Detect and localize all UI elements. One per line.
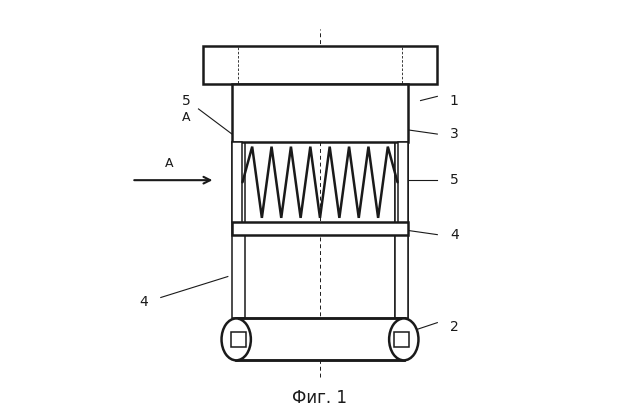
Bar xyxy=(396,142,408,318)
Bar xyxy=(396,142,408,318)
Text: А: А xyxy=(182,111,190,124)
Bar xyxy=(232,142,244,318)
Text: Фиг. 1: Фиг. 1 xyxy=(292,389,348,407)
Text: 5: 5 xyxy=(450,173,459,187)
Text: 2: 2 xyxy=(450,320,459,334)
Bar xyxy=(232,142,243,222)
Bar xyxy=(231,332,246,347)
Text: 4: 4 xyxy=(450,228,459,242)
Text: А: А xyxy=(165,157,173,170)
Bar xyxy=(394,332,409,347)
Text: 1: 1 xyxy=(450,93,459,108)
Text: 4: 4 xyxy=(140,295,148,309)
Bar xyxy=(236,318,404,360)
Ellipse shape xyxy=(389,318,419,360)
Bar xyxy=(203,46,437,84)
Bar xyxy=(232,84,408,142)
Text: 3: 3 xyxy=(450,127,459,141)
Bar xyxy=(232,222,408,235)
Ellipse shape xyxy=(221,318,251,360)
Text: 5: 5 xyxy=(182,93,190,108)
Bar xyxy=(397,142,408,222)
